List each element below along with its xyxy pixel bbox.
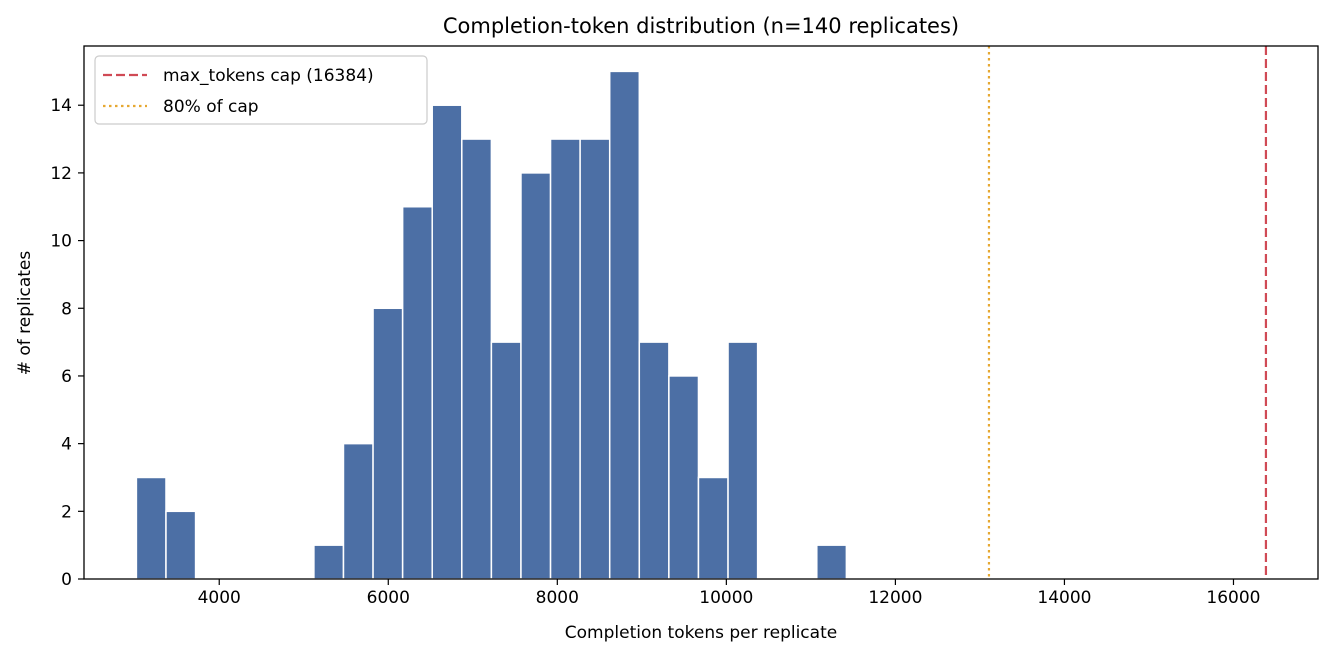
- histogram-bar-17: [816, 544, 848, 580]
- x-tick-label-0: 4000: [198, 588, 241, 608]
- y-tick-label-1: 2: [61, 502, 72, 522]
- histogram-bar-13: [638, 341, 670, 580]
- histogram-bar-12: [608, 70, 641, 580]
- histogram-bar-11: [579, 138, 611, 580]
- x-axis-ticks: 4000 6000 8000 10000 12000 14000 16000: [198, 579, 1261, 608]
- chart-title: Completion-token distribution (n=140 rep…: [443, 14, 959, 38]
- histogram-bar-7: [461, 138, 493, 580]
- y-tick-label-7: 14: [50, 96, 72, 116]
- x-axis-label: Completion tokens per replicate: [565, 623, 837, 643]
- histogram-bar-15: [697, 476, 729, 580]
- histogram-bar-10: [549, 138, 581, 580]
- y-tick-label-4: 8: [61, 299, 72, 319]
- legend-label-1: 80% of cap: [163, 97, 259, 117]
- legend: max_tokens cap (16384) 80% of cap: [94, 55, 428, 125]
- x-tick-label-1: 6000: [367, 588, 410, 608]
- histogram-bar-4: [372, 307, 404, 580]
- histogram-bar-3: [342, 442, 374, 580]
- bars-group: [135, 70, 848, 580]
- x-tick-label-3: 10000: [699, 588, 753, 608]
- x-tick-label-6: 16000: [1206, 588, 1260, 608]
- histogram-bar-16: [727, 341, 759, 580]
- legend-box: [94, 55, 428, 125]
- histogram-bar-0: [135, 476, 167, 580]
- reference-lines-group: [987, 46, 1268, 579]
- histogram-bar-9: [520, 172, 552, 580]
- y-tick-label-6: 12: [50, 164, 72, 184]
- x-tick-label-5: 14000: [1037, 588, 1091, 608]
- legend-label-0: max_tokens cap (16384): [163, 66, 374, 86]
- histogram-bar-14: [668, 375, 700, 580]
- histogram-bar-6: [431, 104, 463, 580]
- x-tick-label-4: 12000: [868, 588, 922, 608]
- histogram-bar-8: [490, 341, 522, 580]
- histogram-bar-5: [401, 205, 433, 580]
- plot-frame: [83, 45, 1319, 580]
- y-tick-label-2: 4: [61, 435, 72, 455]
- y-tick-label-0: 0: [61, 570, 72, 590]
- y-tick-label-3: 6: [61, 367, 72, 387]
- histogram-bar-2: [313, 544, 345, 580]
- y-axis-ticks: 0 2 4 6 8 10 12 14: [50, 96, 84, 590]
- histogram-bar-1: [165, 510, 197, 580]
- y-axis-label: # of replicates: [15, 251, 35, 376]
- y-tick-label-5: 10: [50, 232, 72, 252]
- x-tick-label-2: 8000: [536, 588, 579, 608]
